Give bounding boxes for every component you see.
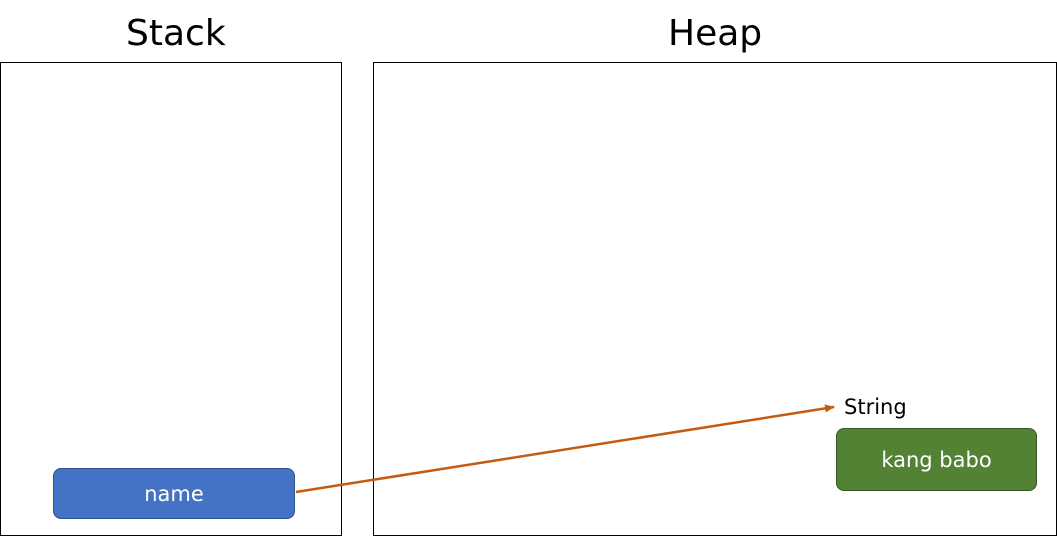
- string-object-value: kang babo: [881, 447, 992, 472]
- stack-title: Stack: [126, 13, 226, 54]
- heap-title: Heap: [668, 13, 763, 54]
- name-variable-box: name: [53, 468, 295, 519]
- string-object-box: kang babo: [836, 428, 1037, 491]
- name-variable-label: name: [144, 481, 204, 506]
- string-type-label: String: [844, 395, 907, 419]
- stack-region: [0, 62, 342, 536]
